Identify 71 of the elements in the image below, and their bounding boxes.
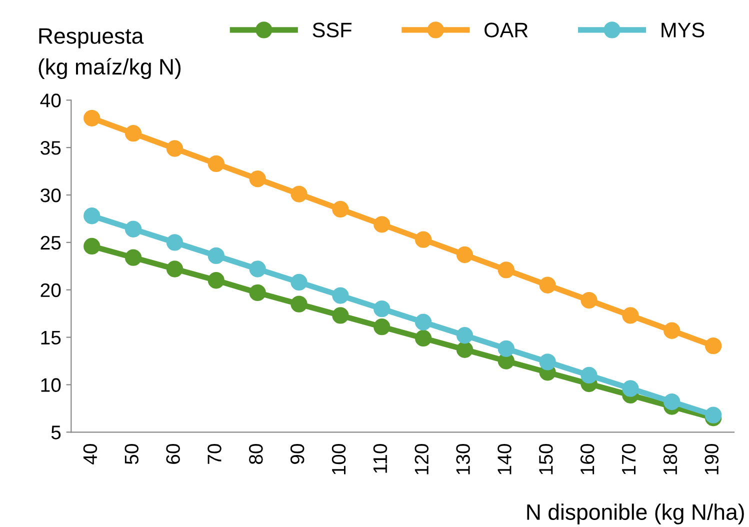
point: [664, 322, 680, 339]
legend-label: SSF: [312, 22, 352, 38]
y-tick-label: 25: [40, 236, 61, 250]
point: [704, 406, 722, 424]
point: [414, 330, 432, 347]
point: [124, 249, 142, 266]
point: [84, 208, 100, 224]
point: [124, 124, 142, 142]
point: [539, 276, 556, 294]
point: [332, 307, 349, 324]
point: [622, 307, 639, 324]
point: [208, 247, 224, 264]
point: [290, 296, 308, 312]
x-tick-label: 50: [124, 444, 139, 464]
y-tick-label: 5: [51, 426, 61, 440]
point: [290, 186, 308, 202]
point: [84, 110, 100, 126]
x-tick-label: 160: [580, 444, 594, 474]
x-tick-label: 140: [498, 444, 512, 474]
point: [249, 284, 266, 302]
legend-label: OAR: [484, 22, 528, 38]
y-axis-title: Respuesta (kg maíz/kg N): [38, 28, 181, 80]
x-tick-label: 190: [704, 444, 719, 474]
point: [664, 393, 680, 410]
point: [166, 140, 184, 157]
y-tick-label: 40: [40, 94, 61, 108]
x-tick-label: 100: [332, 444, 346, 474]
y-tick-label: 20: [40, 283, 61, 298]
y-tick-label: 15: [41, 330, 61, 345]
point: [124, 220, 142, 238]
point: [539, 354, 556, 370]
point: [290, 274, 308, 291]
x-tick-label: 150: [539, 444, 553, 474]
x-tick-label: 180: [663, 444, 678, 474]
point: [332, 287, 349, 304]
point: [456, 327, 474, 344]
x-tick-label: 110: [373, 444, 388, 473]
point: [498, 262, 514, 278]
point: [166, 260, 184, 278]
point: [622, 380, 639, 397]
point: [249, 170, 266, 188]
x-tick-label: 70: [208, 444, 222, 464]
point: [580, 366, 598, 384]
point: [374, 300, 390, 318]
point: [374, 318, 390, 336]
point: [374, 216, 390, 233]
x-tick-label: 60: [166, 444, 180, 464]
point: [456, 341, 474, 358]
point: [456, 246, 474, 264]
x-tick-label: 80: [249, 444, 263, 464]
y-tick-label: 35: [40, 141, 61, 155]
legend-label: MYS: [662, 22, 704, 38]
point: [498, 340, 514, 357]
x-tick-label: 120: [414, 444, 429, 474]
point: [249, 260, 266, 278]
x-axis-title: N disponible (kg N/ha): [527, 504, 744, 524]
point: [166, 234, 184, 251]
x-tick-label: 90: [290, 444, 304, 464]
point: [208, 155, 224, 172]
y-tick-label: 10: [41, 378, 61, 392]
point: [580, 292, 598, 309]
point: [414, 314, 432, 330]
point: [414, 231, 432, 248]
point: [332, 200, 349, 218]
point: [704, 337, 722, 354]
x-tick-label: 170: [622, 444, 636, 474]
y-tick-label: 30: [40, 188, 61, 202]
x-tick-label: 40: [83, 444, 98, 464]
x-tick-label: 130: [456, 444, 470, 474]
point: [208, 272, 224, 289]
point: [84, 238, 100, 255]
